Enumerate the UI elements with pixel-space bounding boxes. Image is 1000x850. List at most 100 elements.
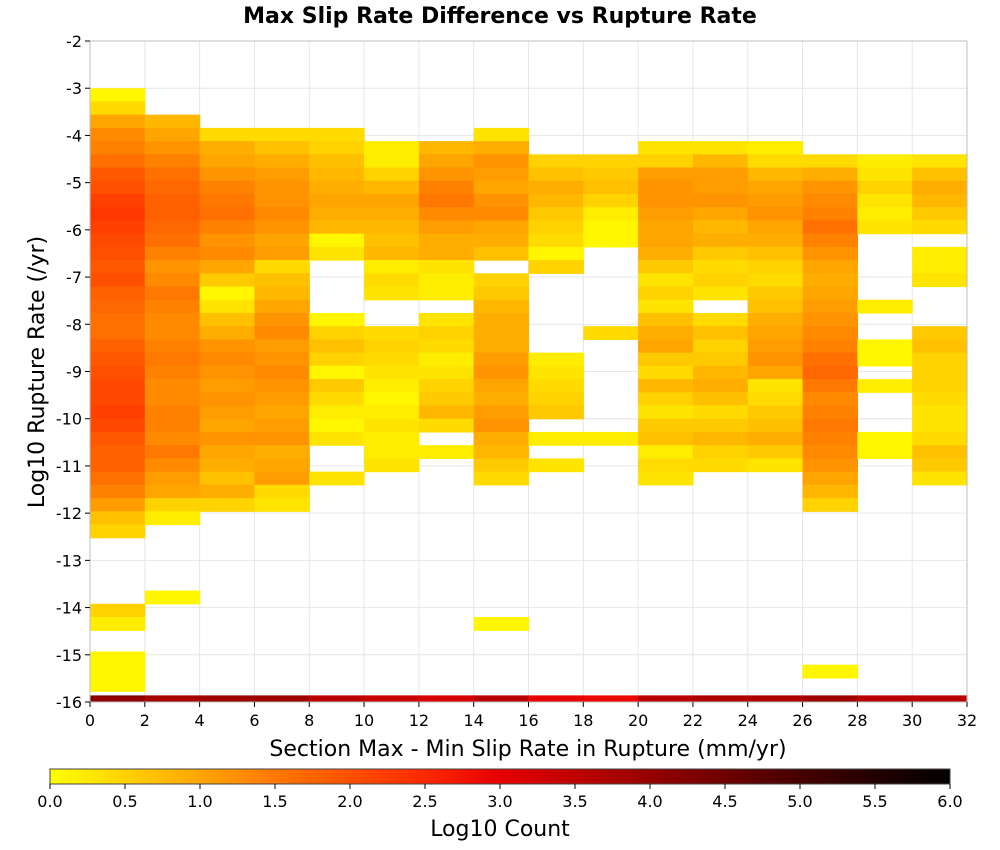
colorbar-tick-label: 3.0 — [487, 792, 512, 811]
heatmap-cell — [254, 273, 310, 288]
heatmap-cell — [309, 180, 365, 195]
heatmap-cell — [254, 418, 310, 433]
heatmap-cell — [692, 445, 749, 459]
heatmap-cell — [802, 405, 858, 420]
heatmap-cell — [638, 246, 694, 261]
heatmap-cell — [254, 167, 310, 182]
x-tick-label: 32 — [957, 711, 977, 730]
heatmap-cell — [912, 207, 968, 222]
heatmap-cell — [364, 458, 420, 473]
x-tick-label: 12 — [409, 711, 429, 730]
heatmap-cell — [199, 299, 256, 314]
heatmap-cell — [747, 180, 804, 195]
x-tick-label: 10 — [354, 711, 374, 730]
heatmap-cell — [802, 154, 858, 169]
heatmap-cell — [144, 246, 201, 261]
heatmap-cell — [144, 233, 201, 248]
heatmap-cell — [912, 193, 968, 208]
heatmap-cell — [144, 220, 201, 235]
y-tick-label: -6 — [66, 221, 82, 240]
heatmap-cell — [144, 445, 201, 459]
heatmap-cell — [528, 431, 584, 446]
heatmap-cell — [254, 286, 310, 301]
heatmap-cell — [199, 418, 256, 433]
heatmap-cell — [638, 339, 694, 354]
heatmap-cell — [144, 154, 201, 169]
heatmap-cell — [254, 471, 310, 486]
heatmap-cell — [473, 273, 530, 288]
heatmap-cell — [802, 220, 858, 235]
heatmap-cell — [802, 418, 858, 433]
heatmap-cell — [309, 207, 365, 222]
heatmap-cell — [144, 431, 201, 446]
heatmap-cell — [90, 326, 146, 340]
heatmap-cell — [583, 167, 639, 182]
heatmap-cell — [692, 233, 749, 248]
heatmap-cell — [692, 273, 749, 288]
heatmap-cell — [90, 273, 146, 288]
heatmap-cell — [528, 458, 584, 473]
colorbar — [49, 768, 951, 785]
heatmap-cell — [90, 524, 146, 539]
heatmap-cell — [364, 141, 420, 155]
heatmap-cell — [418, 246, 475, 261]
heatmap-cell — [90, 445, 146, 459]
heatmap-cell — [802, 326, 858, 340]
heatmap-cell — [912, 471, 968, 486]
heatmap-cell — [583, 154, 639, 169]
heatmap-cell — [90, 286, 146, 301]
heatmap-cell — [912, 167, 968, 182]
heatmap-cell — [692, 180, 749, 195]
heatmap-cell — [309, 405, 365, 420]
heatmap-cell — [199, 339, 256, 354]
heatmap-cell — [528, 207, 584, 222]
y-tick-label: -4 — [66, 126, 82, 145]
heatmap-cell — [144, 180, 201, 195]
heatmap-cell — [638, 233, 694, 248]
heatmap-cell — [802, 167, 858, 182]
heatmap-cell — [254, 445, 310, 459]
heatmap-cell — [473, 352, 530, 367]
heatmap-cell — [583, 180, 639, 195]
heatmap-cell — [802, 180, 858, 195]
heatmap-cell — [692, 326, 749, 340]
heatmap-cell — [692, 352, 749, 367]
heatmap-cell — [473, 431, 530, 446]
heatmap-cell — [254, 484, 310, 499]
y-tick-label: -2 — [66, 32, 82, 51]
heatmap-cell-bottom — [309, 695, 365, 702]
heatmap-cell — [747, 365, 804, 380]
heatmap-cell-bottom — [254, 695, 310, 702]
heatmap-cell-bottom — [747, 695, 804, 702]
heatmap-cell — [912, 260, 968, 274]
heatmap-cell — [364, 286, 420, 301]
y-tick-label: -7 — [66, 268, 82, 287]
heatmap-cell — [583, 193, 639, 208]
colorbar-tick-label: 5.0 — [787, 792, 812, 811]
heatmap-cell — [199, 233, 256, 248]
heatmap-cell — [802, 260, 858, 274]
colorbar-tick-label: 2.0 — [337, 792, 362, 811]
heatmap-cell — [144, 458, 201, 473]
x-axis-label: Section Max - Min Slip Rate in Rupture (… — [269, 737, 786, 762]
heatmap-cell-bottom — [692, 695, 749, 702]
y-tick-label: -3 — [66, 79, 82, 98]
heatmap-cell — [857, 220, 913, 235]
heatmap-cell — [309, 471, 365, 486]
heatmap-cell — [692, 339, 749, 354]
heatmap-cell — [309, 233, 365, 248]
heatmap-cell — [583, 220, 639, 235]
heatmap-cell — [747, 273, 804, 288]
heatmap-cell — [473, 154, 530, 169]
heatmap-cell — [473, 299, 530, 314]
heatmap-cell — [418, 207, 475, 222]
colorbar-tick-label: 0.5 — [112, 792, 137, 811]
heatmap-cell — [418, 193, 475, 208]
heatmap-cell — [199, 246, 256, 261]
heatmap-cell — [747, 418, 804, 433]
colorbar-tick-label: 1.0 — [187, 792, 212, 811]
heatmap-cell — [692, 392, 749, 407]
heatmap-cell — [144, 484, 201, 499]
colorbar-label: Log10 Count — [430, 817, 570, 842]
heatmap-cell — [90, 88, 146, 103]
